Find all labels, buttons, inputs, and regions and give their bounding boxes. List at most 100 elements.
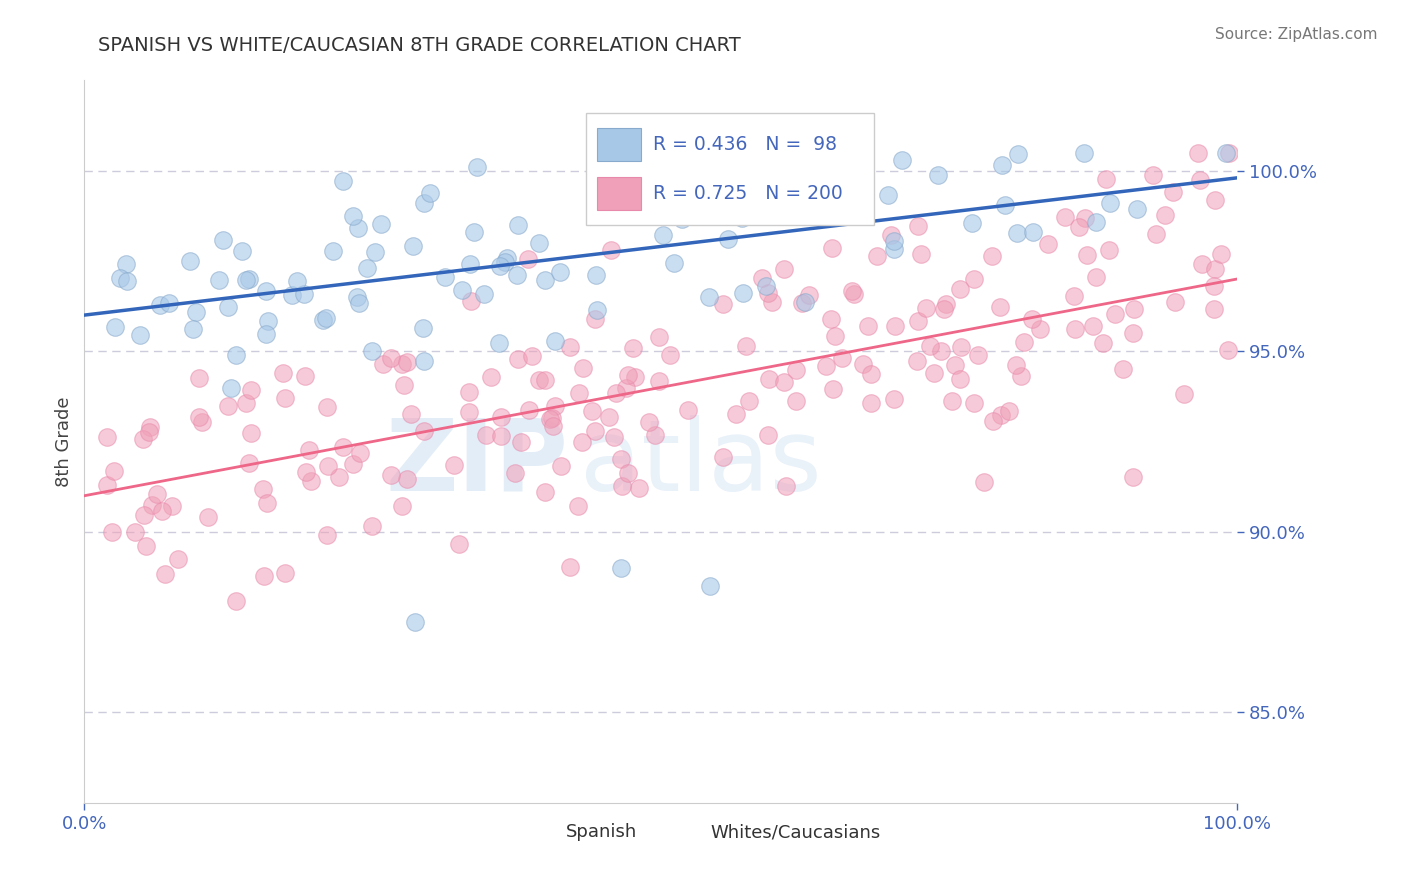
Point [488,259,510,273]
Point [731,286,754,301]
Y-axis label: 8th Grade: 8th Grade [55,396,73,487]
Point [581,404,603,418]
Point [588,167,610,181]
Point [465,160,488,174]
Point [941,393,963,408]
Point [281,288,304,302]
Point [598,409,620,424]
Point [841,284,863,298]
Point [254,326,277,341]
Point [560,340,582,354]
Point [1064,322,1087,336]
Point [1204,279,1226,293]
Point [717,232,740,246]
Point [506,218,529,232]
Point [380,351,402,365]
Point [1098,243,1121,257]
Point [884,318,907,333]
Point [103,464,125,478]
Point [785,394,807,409]
Point [460,294,482,309]
Point [659,348,682,362]
Point [347,295,370,310]
Point [396,472,419,486]
Point [820,183,842,197]
Point [614,381,637,395]
Point [792,196,814,211]
Point [550,458,572,473]
Point [217,399,239,413]
Point [138,425,160,439]
Point [997,404,1019,418]
Point [820,312,842,326]
Point [613,196,636,211]
Point [856,318,879,333]
Point [756,286,779,301]
Point [1007,226,1029,240]
Point [1161,186,1184,200]
Point [849,176,872,190]
Point [503,466,526,480]
Point [371,357,394,371]
Point [1094,171,1116,186]
Point [1005,359,1028,373]
FancyBboxPatch shape [598,128,641,161]
Point [737,188,759,202]
Point [1104,307,1126,321]
Point [1054,210,1077,224]
Point [332,440,354,454]
Point [443,458,465,472]
Point [413,354,436,368]
Point [695,154,717,169]
Point [824,329,846,343]
Point [927,169,949,183]
Point [567,499,589,513]
Point [235,273,257,287]
Point [457,405,479,419]
Point [155,567,177,582]
Point [558,559,581,574]
Point [905,354,928,368]
Point [235,396,257,410]
Point [312,313,335,327]
Point [240,383,263,397]
Point [287,274,309,288]
Point [179,254,201,268]
Point [238,272,260,286]
Point [332,174,354,188]
FancyBboxPatch shape [586,112,875,225]
Point [412,195,434,210]
Point [527,372,550,386]
Point [1036,236,1059,251]
Point [316,458,339,473]
Point [823,178,845,193]
Point [349,446,371,460]
Point [238,456,260,470]
Point [391,500,413,514]
Point [699,579,721,593]
Point [533,272,555,286]
Point [392,378,415,392]
Point [751,271,773,285]
Point [990,408,1012,422]
Point [1012,334,1035,349]
Point [1163,295,1185,310]
Point [775,479,797,493]
Point [983,414,1005,428]
Point [517,252,540,267]
Point [391,357,413,371]
Point [571,360,593,375]
Point [197,510,219,524]
Point [1091,335,1114,350]
Point [662,255,685,269]
Point [256,313,278,327]
Point [918,339,941,353]
Point [1099,196,1122,211]
Point [948,371,970,385]
Point [814,359,837,374]
Point [966,348,988,362]
Point [509,435,531,450]
Point [141,498,163,512]
Point [380,467,402,482]
Point [973,475,995,489]
